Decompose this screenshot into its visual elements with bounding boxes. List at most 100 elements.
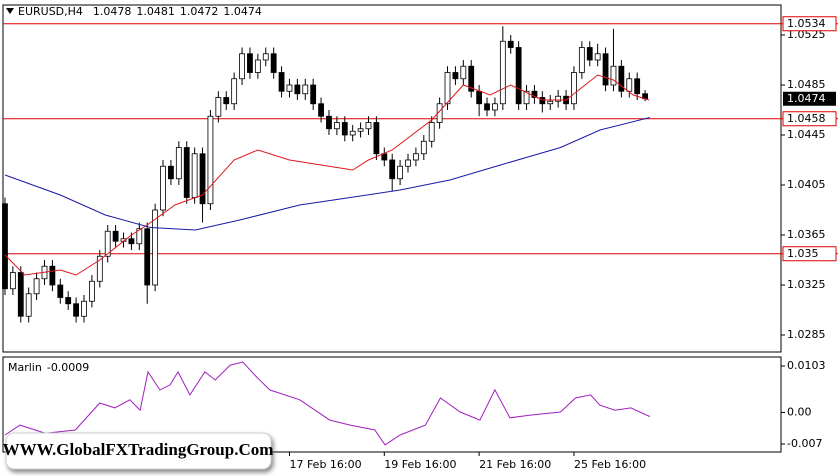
candle-body [468, 65, 475, 92]
candle-body [144, 228, 151, 286]
candle-body [9, 272, 16, 290]
candle-body [373, 122, 380, 155]
candle-body [341, 122, 348, 136]
candle-body [499, 40, 506, 105]
y-tick-label: 0.0103 [787, 359, 826, 372]
chart-title: EURUSD,H4 [18, 5, 83, 18]
candle-body [25, 293, 32, 317]
candle-body [57, 284, 64, 298]
candle-body [191, 153, 198, 198]
level-label: 1.0534 [787, 17, 826, 30]
ohlc: 1.0478 1.0481 1.0472 1.0474 [93, 5, 262, 18]
candle-body [436, 103, 443, 123]
level-label: 1.035 [787, 247, 819, 260]
candle-body [349, 130, 356, 136]
series-line [4, 361, 651, 446]
y-tick-label: 0.00 [787, 405, 812, 418]
level-label-box [782, 16, 837, 32]
last-price-label: 1.0474 [787, 92, 826, 105]
candle-body [515, 47, 522, 105]
watermark-box [5, 432, 272, 470]
candle-body [199, 153, 206, 205]
symbol-arrow [6, 8, 14, 14]
candle-body [73, 303, 79, 317]
candle-body [507, 40, 514, 48]
chart-header: EURUSD,H4 1.0478 1.0481 1.0472 1.0474 [18, 5, 262, 18]
candle-body [492, 103, 498, 111]
candle-body [81, 300, 87, 317]
candle-body [476, 90, 483, 105]
candle-body [247, 53, 253, 73]
candle-body [175, 147, 182, 180]
candle-body [2, 203, 8, 290]
ohlc-low: 1.0472 [180, 5, 219, 18]
candle-body [160, 165, 166, 211]
y-tick-label: 1.0445 [787, 128, 826, 141]
candle-body [310, 84, 317, 105]
candle-body [555, 95, 562, 102]
ohlc-open: 1.0478 [93, 5, 132, 18]
y-tick-label: 1.0325 [787, 278, 826, 291]
candle-body [231, 78, 238, 105]
candle-body [96, 255, 103, 282]
candle-body [618, 65, 625, 92]
x-tick-label: 21 Feb 16:00 [479, 458, 551, 471]
candle-body [278, 72, 285, 92]
series-line [4, 117, 650, 231]
watermark-bg [5, 432, 272, 470]
candle-body [389, 159, 396, 180]
candle-body [578, 47, 585, 73]
candle-body [152, 209, 159, 286]
candle-body [286, 84, 293, 92]
candle-body [571, 72, 577, 105]
y-tick-label: 1.0285 [787, 328, 826, 341]
candle-body [460, 65, 467, 80]
candle-body [420, 140, 427, 155]
candle-body [270, 53, 277, 73]
candle-body [444, 72, 451, 105]
candle-body [547, 100, 554, 105]
main-frame [2, 4, 782, 353]
candle-body [452, 72, 459, 80]
candle-body [49, 265, 56, 286]
candle-body [602, 53, 609, 86]
candle-body [634, 78, 641, 95]
level-label-box [782, 111, 837, 127]
indicator-header: Marlin -0.0009 [8, 361, 89, 374]
watermark: WWW.GlobalFXTradingGroup.Com [3, 440, 274, 459]
candle-body [112, 230, 119, 242]
candle-body [65, 297, 72, 305]
candle-body [610, 65, 617, 86]
x-tick-label: 19 Feb 16:00 [384, 458, 456, 471]
candle-body [531, 90, 538, 98]
candle-body [365, 122, 372, 130]
candle-body [207, 115, 214, 205]
candle-body [128, 238, 135, 245]
candle-body [183, 147, 190, 198]
candle-body [413, 153, 419, 161]
candle-body [357, 128, 364, 132]
candle-body [168, 165, 174, 180]
x-tick-label: 25 Feb 16:00 [574, 458, 646, 471]
candle-body [523, 90, 530, 105]
candle-body [294, 84, 301, 95]
candle-body [215, 97, 222, 117]
candle-body [89, 280, 95, 302]
candle-body [262, 53, 269, 61]
candle-body [33, 278, 40, 295]
level-label-box [782, 246, 837, 262]
candle-body [326, 115, 332, 130]
candle-body [586, 47, 593, 61]
candle-body [104, 230, 111, 257]
candle-body [17, 272, 24, 317]
candle-body [428, 122, 435, 142]
candle-body [381, 153, 388, 161]
y-tick-label: 1.0485 [787, 78, 826, 91]
plot-layer: 1.05251.04851.04451.04051.03651.03251.02… [2, 16, 838, 471]
ohlc-high: 1.0481 [136, 5, 175, 18]
last-price-box [783, 91, 836, 106]
series-line [4, 74, 650, 276]
indicator-title: Marlin [8, 361, 42, 374]
ohlc-close: 1.0474 [223, 5, 262, 18]
